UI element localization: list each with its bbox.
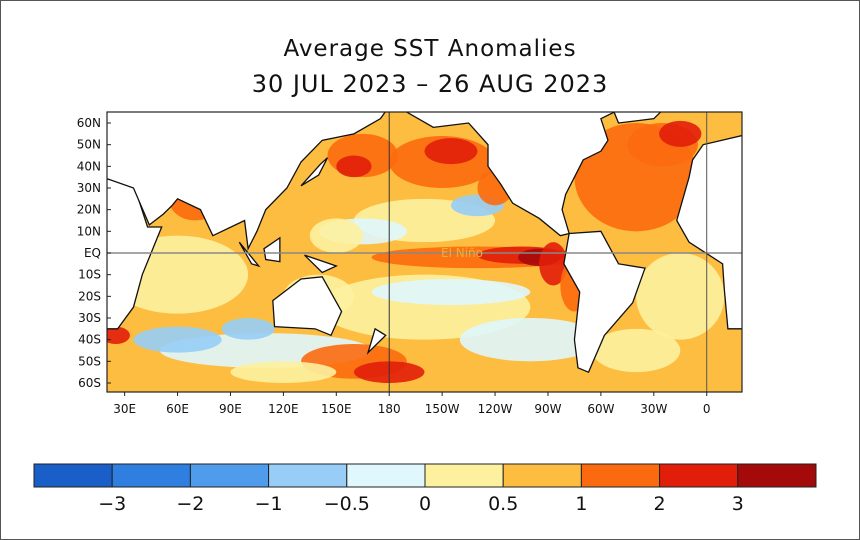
latitude-label: 60N [77, 116, 101, 130]
colorbar-swatch [580, 463, 661, 488]
latitude-label: 50S [78, 354, 101, 368]
colorbar-swatch [346, 463, 426, 488]
reference-lines [107, 112, 742, 392]
colorbar-label: −0.5 [324, 493, 370, 515]
latitude-label: 40S [78, 333, 101, 347]
latitude-label: 60S [78, 376, 101, 390]
latitude-label: 10S [78, 268, 101, 282]
colorbar-label: 0.5 [488, 493, 518, 515]
colorbar-swatch [659, 463, 739, 488]
land-mass [676, 134, 742, 330]
latitude-label: 50N [77, 138, 101, 152]
colorbar-swatch [189, 463, 270, 488]
el-nino-annotation: El Niño [441, 246, 483, 260]
anomaly-region [336, 155, 372, 178]
longitude-label: 60W [587, 402, 614, 416]
longitude-labels: 30E 60E 90E 120E 150E 180 150W 120W 90W 60W 30W 0 [113, 392, 711, 416]
anomaly-region [371, 279, 531, 305]
chart-title: Average SST Anomalies [283, 36, 577, 62]
colorbar-label: 0 [419, 493, 431, 515]
latitude-label: 20N [77, 203, 101, 217]
anomaly-region [309, 218, 363, 254]
latitude-label: 40N [77, 159, 101, 173]
anomaly-region [424, 138, 478, 165]
latitude-label: 30N [77, 181, 101, 195]
latitude-label: 20S [78, 289, 101, 303]
anomaly-region [459, 318, 601, 362]
anomaly-region [592, 328, 681, 373]
anomaly-region [230, 361, 337, 383]
land-masses [107, 112, 742, 374]
anomaly-region [133, 326, 222, 353]
longitude-label: 150W [425, 402, 460, 416]
colorbar-label: 1 [575, 493, 587, 515]
longitude-label: 120E [268, 402, 299, 416]
colorbar-swatch [268, 463, 348, 488]
longitude-label: 120W [478, 402, 513, 416]
longitude-label: 90W [534, 402, 561, 416]
longitude-label: 150E [321, 402, 352, 416]
longitude-label: 60E [166, 402, 189, 416]
latitude-label: 30S [78, 311, 101, 325]
latitude-labels: 60N 50N 40N 30N 20N 10N EQ 10S 20S 30S 40S 50S 60S [77, 116, 111, 390]
latitude-label: 10N [77, 224, 101, 238]
longitude-label: 30E [113, 402, 136, 416]
land-mass [107, 112, 386, 251]
anomaly-region [221, 318, 275, 340]
colorbar-swatch [424, 463, 504, 488]
anomaly-region [659, 120, 702, 147]
land-mass [563, 230, 646, 374]
longitude-label: 0 [703, 402, 711, 416]
colorbar-label: −1 [255, 493, 283, 515]
colorbar-labels: −3 −2 −1 −0.5 0 0.5 1 2 3 [98, 493, 744, 515]
longitude-label: 90E [219, 402, 242, 416]
longitude-label: 180 [378, 402, 401, 416]
land-mass [366, 327, 387, 355]
colorbar-swatch [111, 463, 191, 488]
colorbar-swatch [502, 463, 582, 488]
anomaly-field [107, 112, 742, 392]
land-mass [406, 112, 616, 237]
colorbar [33, 463, 817, 488]
anomaly-region [636, 253, 725, 340]
map-border [106, 111, 743, 393]
anomaly-region [107, 326, 130, 344]
land-mass [304, 254, 339, 274]
land-mass [300, 157, 329, 187]
colorbar-label: 3 [732, 493, 744, 515]
longitude-label: 30W [640, 402, 667, 416]
land-mass [263, 236, 281, 263]
colorbar-swatch [737, 463, 817, 488]
land-mass [272, 276, 343, 337]
land-mass [613, 112, 662, 124]
colorbar-label: 2 [654, 493, 666, 515]
colorbar-label: −3 [98, 493, 126, 515]
colorbar-swatch [33, 463, 113, 488]
latitude-label: EQ [84, 246, 101, 260]
colorbar-label: −2 [176, 493, 204, 515]
chart-subtitle: 30 JUL 2023 – 26 AUG 2023 [251, 70, 609, 98]
